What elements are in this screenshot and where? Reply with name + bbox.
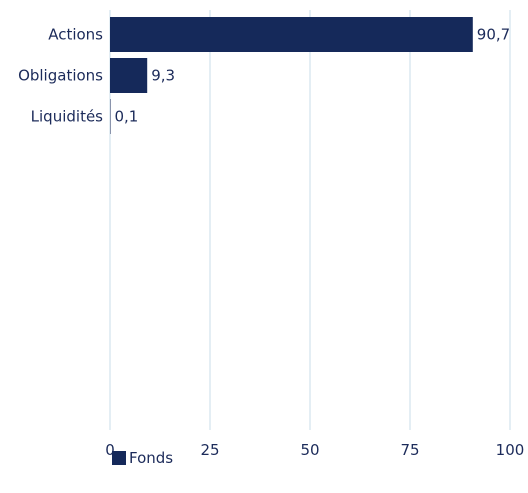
legend-swatch [112,451,126,465]
bars [110,17,473,134]
bar [110,17,473,52]
bar [110,99,111,134]
data-label: 0,1 [115,108,139,126]
legend: Fonds [112,449,173,467]
category-label: Liquidités [31,108,104,126]
data-label: 9,3 [151,67,175,85]
data-label: 90,7 [477,26,510,44]
legend-label: Fonds [129,449,174,467]
category-label: Obligations [18,67,103,85]
x-tick-label: 0 [105,441,115,459]
x-tick-label: 50 [300,441,319,459]
data-labels: 90,7 9,3 0,1 [115,26,511,126]
grid-lines [109,10,511,430]
category-labels: Actions Obligations Liquidités [18,26,103,126]
x-tick-label: 75 [400,441,419,459]
category-label: Actions [48,26,103,44]
bar [110,58,148,93]
x-tick-label: 25 [200,441,219,459]
x-axis-ticks: 0 25 50 75 100 [105,441,524,459]
x-tick-label: 100 [496,441,525,459]
